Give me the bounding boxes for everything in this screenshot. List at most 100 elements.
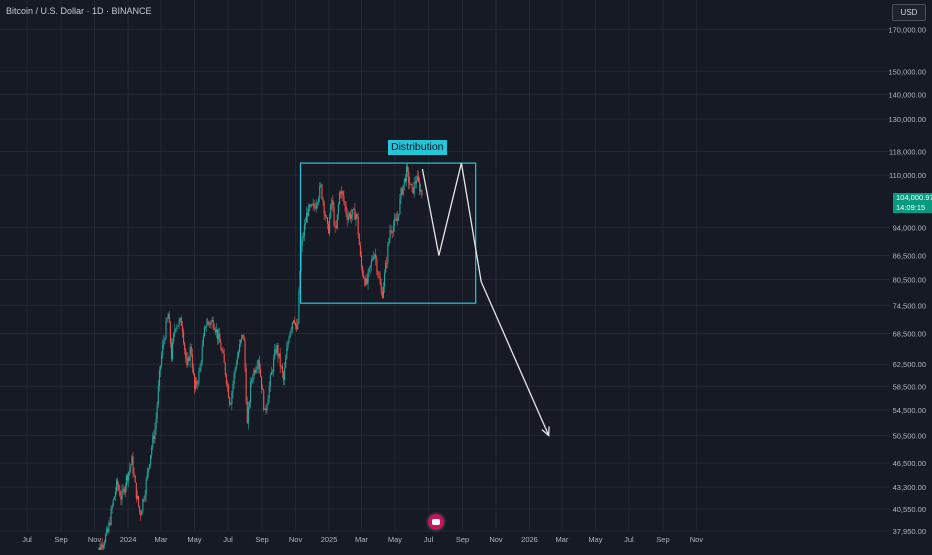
candle-body [140,512,142,516]
candle-body [341,191,343,194]
candle-body [340,192,342,194]
candle-body [320,184,322,186]
candle-body [119,489,121,496]
candle-body [349,213,352,219]
candle-body [366,278,368,284]
distribution-label[interactable]: Distribution [388,140,447,155]
time-tick-label: Jul [223,535,233,544]
candle-body [342,191,344,196]
candle-body [173,333,175,342]
candle-body [211,320,213,322]
time-tick-label: Sep [54,535,67,544]
time-tick-label: 2024 [120,535,137,544]
candle-body [236,357,238,365]
candle-body [393,218,396,226]
candle-body [251,379,253,383]
candle-body [404,178,406,182]
candle-body [376,259,378,272]
candle-body [370,260,372,266]
time-tick-label: Mar [355,535,368,544]
candle-body [132,456,134,474]
candle-body [280,366,282,368]
candle-body [385,262,387,273]
candle-body [265,408,267,411]
candle-body [136,495,138,499]
candle-body [110,508,112,525]
candle-body [261,376,263,389]
candle-body [108,522,110,532]
time-tick-label: Nov [489,535,503,544]
candle-body [338,192,341,205]
candle-body [105,534,107,543]
candle-body [159,365,162,371]
candle-body [167,314,169,319]
candle-body [396,219,398,222]
candle-body [347,216,349,221]
candle-body [190,346,192,355]
candle-body [116,480,118,492]
candle-body [256,366,258,370]
candles [94,162,423,555]
candle-body [314,207,316,209]
candle-body [278,353,280,357]
candle-body [124,485,126,493]
candle-body [388,239,390,245]
candle-body [365,278,367,286]
candle-body [125,475,128,486]
candle-body [208,321,210,324]
candle-body [155,418,157,429]
candle-body [246,401,248,424]
candle-body [118,485,120,490]
candle-body [258,360,260,370]
candle-body [153,435,155,440]
candle-body [226,383,229,386]
candle-body [297,322,299,330]
candle-body [184,343,186,350]
candle-body [302,236,304,238]
candle-body [411,183,413,188]
candle-body [321,184,323,199]
candle-body [189,346,191,361]
candle-body [304,222,307,225]
price-tick-label: 74,500.00 [893,301,926,310]
candle-body [407,166,409,172]
candle-body [111,506,113,509]
candle-body [185,349,187,359]
candle-body [357,216,359,235]
candle-body [134,475,136,483]
candle-body [172,341,174,360]
candle-body [286,348,288,359]
time-tick-label: May [388,535,402,544]
candle-body [282,372,285,380]
candle-body [217,329,219,340]
candle-body [204,326,207,328]
time-axis[interactable]: Jul Sep Nov 2024 Mar May Jul Sep Nov 2025 Mar May Ju… [22,535,703,544]
candle-body [121,490,123,500]
price-axis[interactable]: 170,000.00 150,000.00 140,000.00 130,000.00… [888,25,926,536]
candle-body [243,335,245,341]
candle-body [233,373,235,384]
candle-body [346,213,348,221]
candle-body [421,190,423,196]
currency-button[interactable]: USD [892,4,926,21]
candle-body [199,366,201,372]
candle-body [143,499,145,500]
candle-body [147,468,149,472]
candle-body [397,217,399,222]
candle-body [360,255,363,267]
candle-body [151,447,153,456]
candle-body [139,505,141,513]
time-tick-label: Jul [624,535,634,544]
candle-body [169,322,171,344]
candle-body [266,404,268,411]
candle-body [142,499,144,511]
candle-body [244,340,246,369]
candle-body [303,224,305,237]
candle-body [306,212,308,223]
candle-body [232,383,234,393]
candle-body [375,254,377,260]
event-marker-icon[interactable] [428,514,444,530]
candle-body [295,322,297,326]
